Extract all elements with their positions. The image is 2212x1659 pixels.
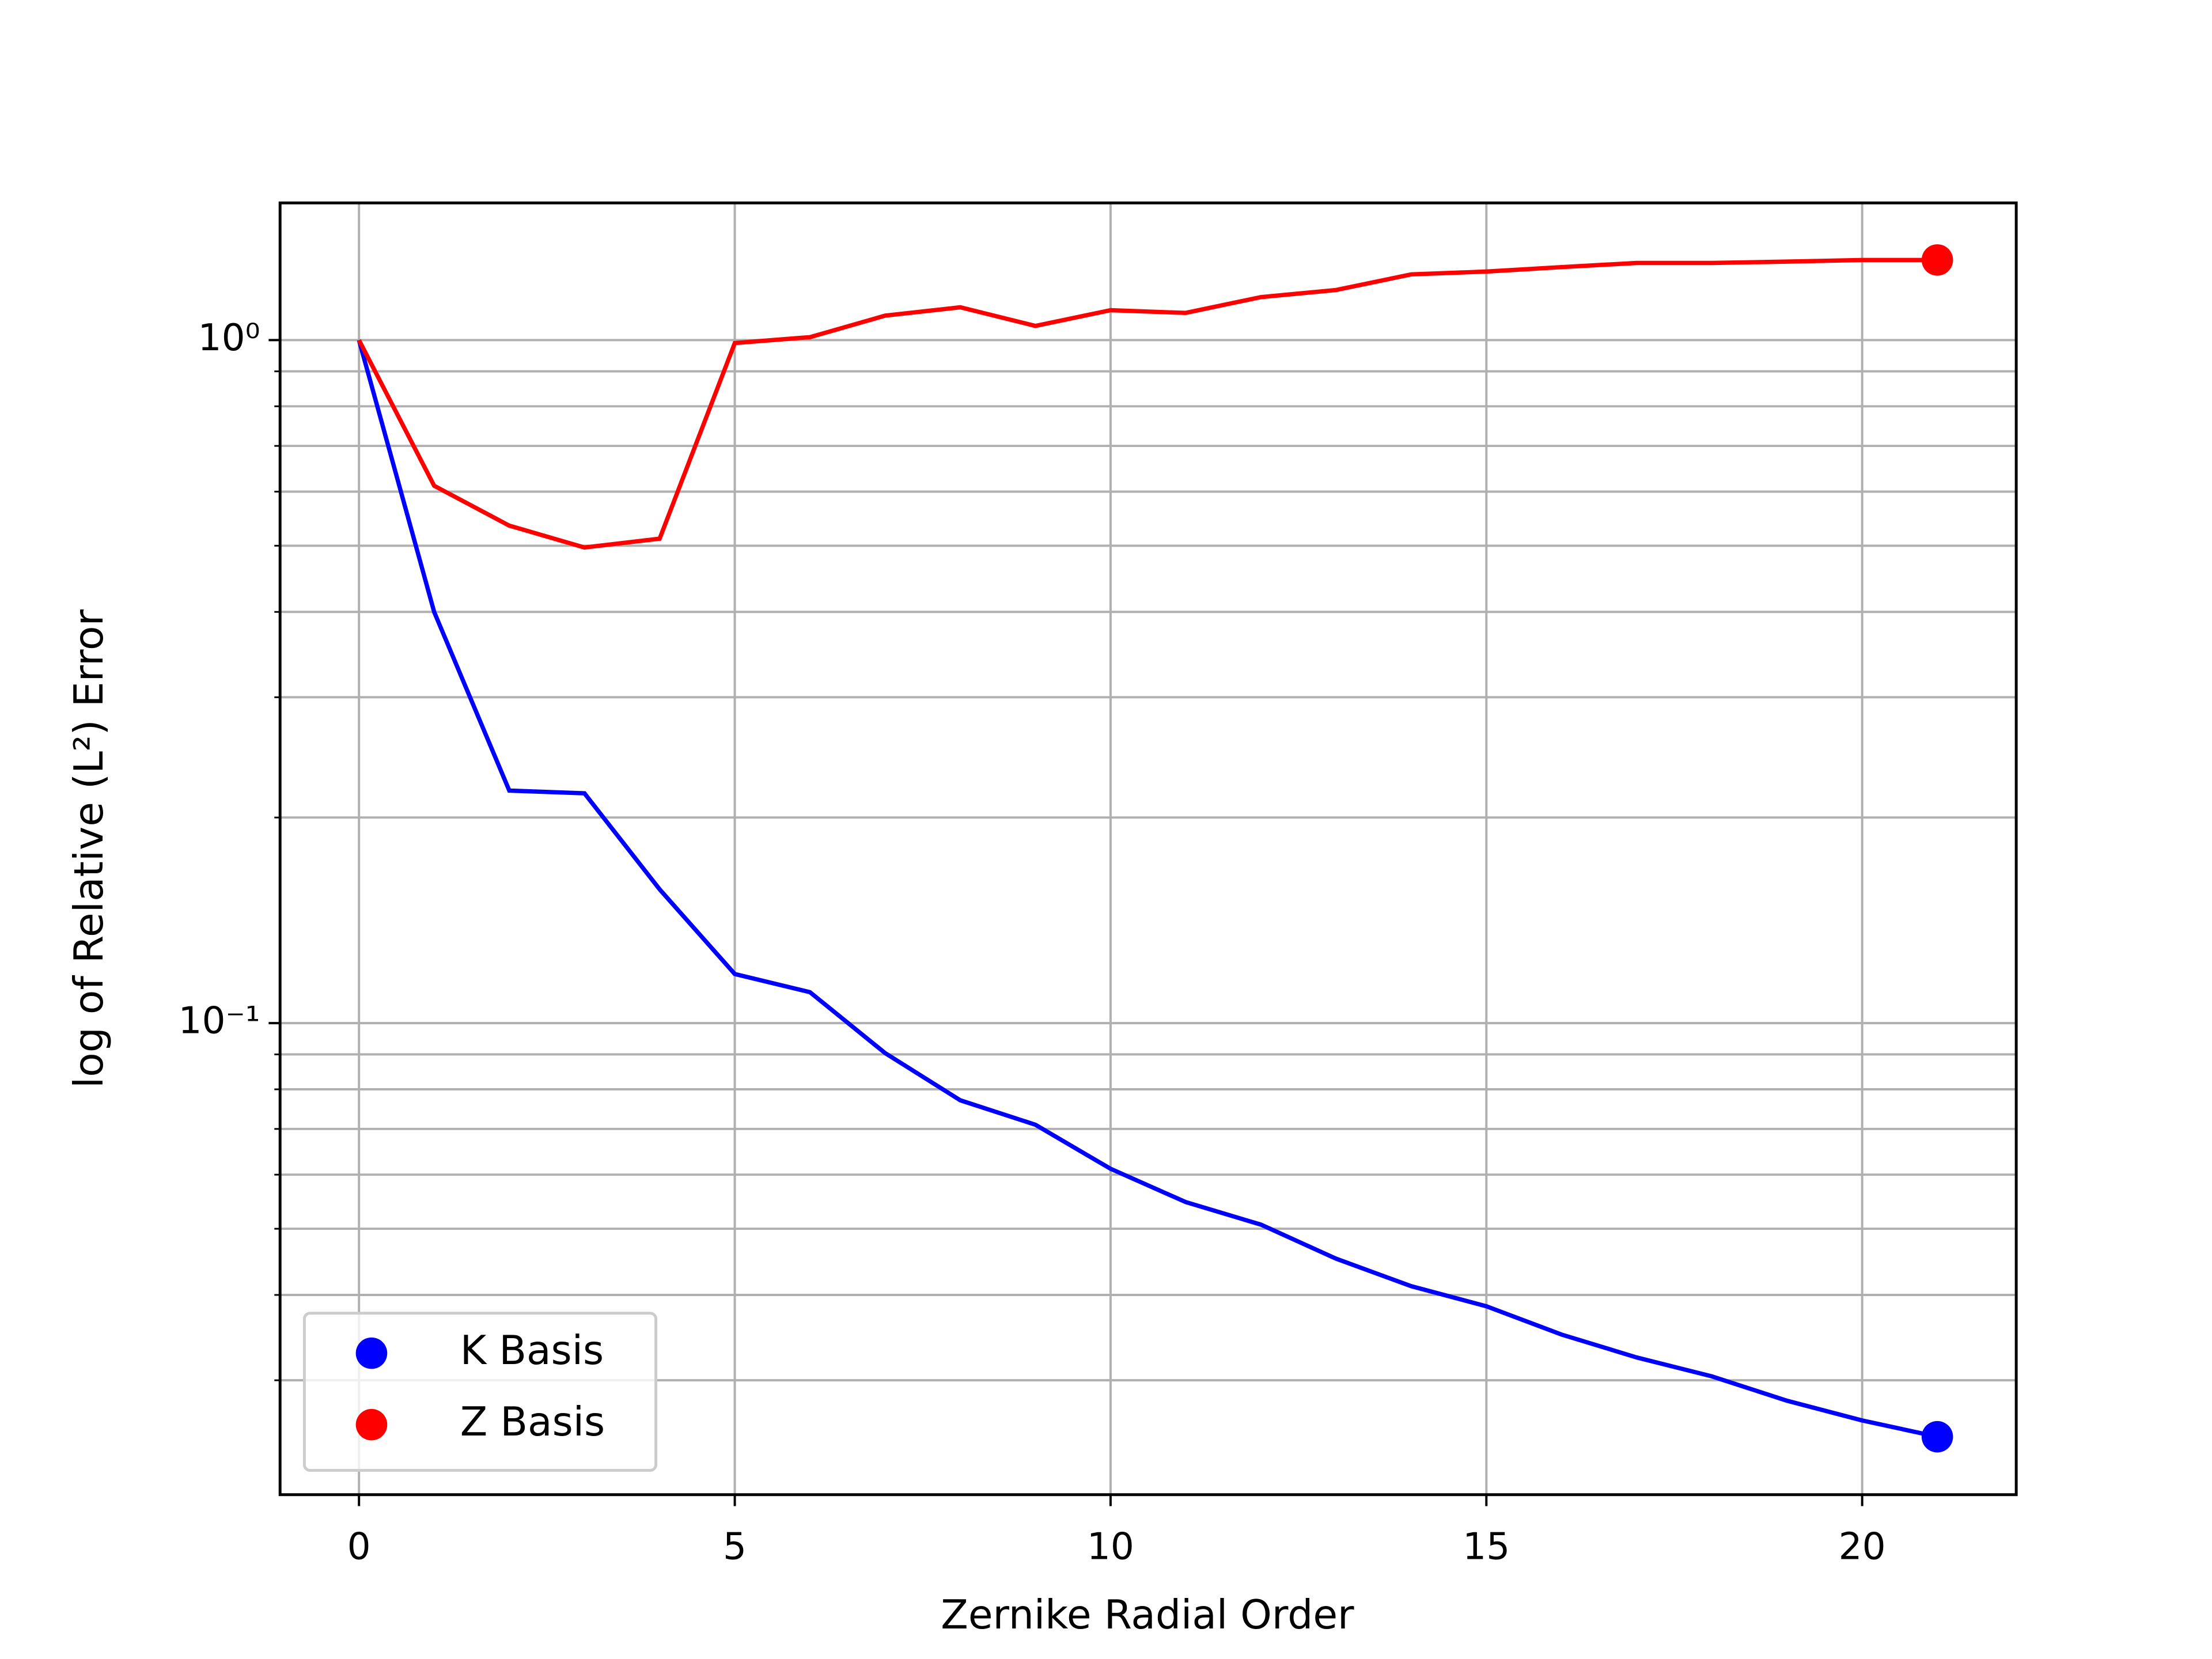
series-line: [357, 339, 1938, 1439]
series-line: [357, 257, 1938, 550]
x-tick-label: 0: [347, 1525, 371, 1569]
y-tick-label: 10⁻¹: [179, 999, 260, 1043]
legend-box: [302, 1312, 658, 1472]
y-tick-label: 10⁰: [198, 316, 260, 359]
y-axis-label: log of Relative (L²) Error: [66, 609, 112, 1088]
x-tick-label: 15: [1463, 1525, 1510, 1569]
end-marker: [1921, 1421, 1953, 1453]
end-marker: [1921, 244, 1953, 276]
x-tick-label: 20: [1839, 1525, 1886, 1569]
x-tick-label: 5: [723, 1525, 747, 1569]
legend-label: Z Basis: [460, 1399, 605, 1445]
legend-label: K Basis: [460, 1328, 604, 1374]
x-axis-label: Zernike Radial Order: [941, 1592, 1354, 1638]
plot-frame: [278, 201, 2018, 1497]
x-tick-label: 10: [1087, 1525, 1134, 1569]
legend-marker: [355, 1337, 388, 1369]
legend-marker: [355, 1408, 388, 1441]
